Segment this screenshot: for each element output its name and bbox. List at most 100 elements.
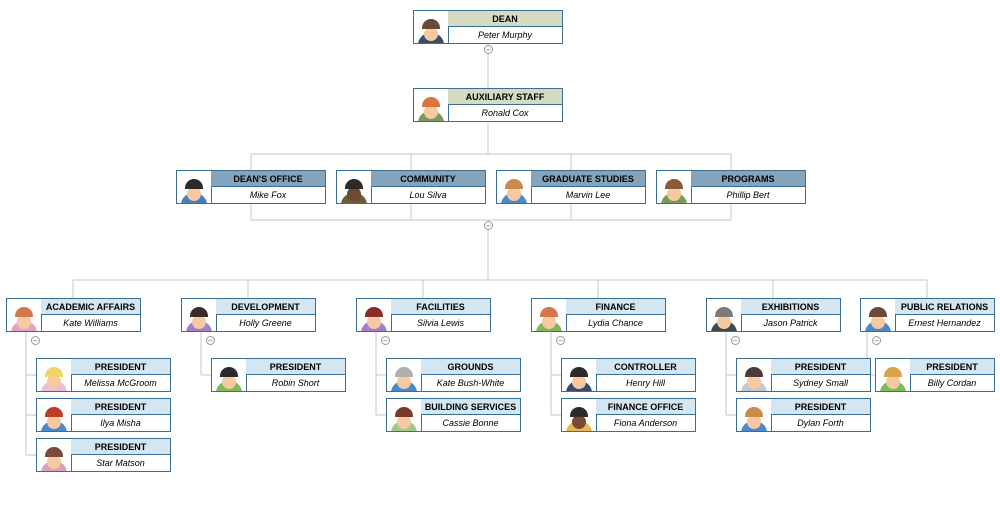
org-node-community[interactable]: COMMUNITYLou Silva xyxy=(336,170,486,204)
node-name: Lou Silva xyxy=(371,187,485,204)
avatar-icon xyxy=(212,359,247,391)
avatar-icon xyxy=(414,89,449,121)
node-text: PRESIDENTStar Matson xyxy=(71,439,170,471)
collapse-toggle[interactable]: – xyxy=(381,336,390,345)
node-text: DEANPeter Murphy xyxy=(448,11,562,43)
avatar-icon xyxy=(182,299,217,331)
node-name: Kate Williams xyxy=(41,315,140,332)
node-name: Marvin Lee xyxy=(531,187,645,204)
org-node-ac3[interactable]: PRESIDENTStar Matson xyxy=(36,438,171,472)
node-title: DEAN xyxy=(448,11,562,27)
avatar-icon xyxy=(861,299,896,331)
node-name: Fiona Anderson xyxy=(596,415,695,432)
node-title: PROGRAMS xyxy=(691,171,805,187)
node-title: PRESIDENT xyxy=(910,359,994,375)
org-node-facilities[interactable]: FACILITIESSilvia Lewis xyxy=(356,298,491,332)
org-node-pub1[interactable]: PRESIDENTBilly Cordan xyxy=(875,358,995,392)
org-node-ex1[interactable]: PRESIDENTSydney Small xyxy=(736,358,871,392)
node-name: Henry Hill xyxy=(596,375,695,392)
collapse-toggle[interactable]: – xyxy=(731,336,740,345)
node-name: Cassie Bonne xyxy=(421,415,520,432)
avatar-icon xyxy=(707,299,742,331)
node-name: Dylan Forth xyxy=(771,415,870,432)
avatar-icon xyxy=(737,399,772,431)
node-text: PUBLIC RELATIONSErnest Hernandez xyxy=(895,299,994,331)
node-text: PRESIDENTSydney Small xyxy=(771,359,870,391)
node-text: PRESIDENTBilly Cordan xyxy=(910,359,994,391)
node-title: EXHIBITIONS xyxy=(741,299,840,315)
node-title: DEVELOPMENT xyxy=(216,299,315,315)
org-node-fac2[interactable]: BUILDING SERVICESCassie Bonne xyxy=(386,398,521,432)
node-text: PROGRAMSPhillip Bert xyxy=(691,171,805,203)
node-text: FACILITIESSilvia Lewis xyxy=(391,299,490,331)
org-node-finance[interactable]: FINANCELydia Chance xyxy=(531,298,666,332)
node-name: Ronald Cox xyxy=(448,105,562,122)
collapse-toggle[interactable]: – xyxy=(872,336,881,345)
avatar-icon xyxy=(737,359,772,391)
node-title: FACILITIES xyxy=(391,299,490,315)
avatar-icon xyxy=(177,171,212,203)
avatar-icon xyxy=(337,171,372,203)
collapse-toggle[interactable]: – xyxy=(556,336,565,345)
node-text: ACADEMIC AFFAIRSKate Williams xyxy=(41,299,140,331)
avatar-icon xyxy=(387,359,422,391)
org-node-dean[interactable]: DEANPeter Murphy xyxy=(413,10,563,44)
node-title: PRESIDENT xyxy=(771,399,870,415)
avatar-icon xyxy=(876,359,911,391)
node-text: COMMUNITYLou Silva xyxy=(371,171,485,203)
node-title: PRESIDENT xyxy=(246,359,345,375)
org-node-fin2[interactable]: FINANCE OFFICEFiona Anderson xyxy=(561,398,696,432)
avatar-icon xyxy=(497,171,532,203)
node-title: CONTROLLER xyxy=(596,359,695,375)
avatar-icon xyxy=(562,359,597,391)
node-name: Billy Cordan xyxy=(910,375,994,392)
node-text: BUILDING SERVICESCassie Bonne xyxy=(421,399,520,431)
node-name: Robin Short xyxy=(246,375,345,392)
collapse-toggle[interactable]: – xyxy=(484,221,493,230)
avatar-icon xyxy=(657,171,692,203)
avatar-icon xyxy=(532,299,567,331)
collapse-toggle[interactable]: – xyxy=(484,45,493,54)
org-node-fac1[interactable]: GROUNDSKate Bush-White xyxy=(386,358,521,392)
node-name: Star Matson xyxy=(71,455,170,472)
org-node-exhibitions[interactable]: EXHIBITIONSJason Patrick xyxy=(706,298,841,332)
org-chart: – – – – – – – – DEANPeter Murphy AUXILIARY STAFFR… xyxy=(0,0,1000,506)
node-name: Phillip Bert xyxy=(691,187,805,204)
node-title: PUBLIC RELATIONS xyxy=(895,299,994,315)
org-node-gradstudies[interactable]: GRADUATE STUDIESMarvin Lee xyxy=(496,170,646,204)
org-node-ac2[interactable]: PRESIDENTIlya Misha xyxy=(36,398,171,432)
node-title: PRESIDENT xyxy=(71,439,170,455)
node-text: PRESIDENTMelissa McGroom xyxy=(71,359,170,391)
node-text: PRESIDENTIlya Misha xyxy=(71,399,170,431)
avatar-icon xyxy=(37,439,72,471)
node-title: ACADEMIC AFFAIRS xyxy=(41,299,140,315)
node-title: DEAN'S OFFICE xyxy=(211,171,325,187)
node-text: PRESIDENTRobin Short xyxy=(246,359,345,391)
node-title: FINANCE xyxy=(566,299,665,315)
node-text: FINANCE OFFICEFiona Anderson xyxy=(596,399,695,431)
org-node-academic[interactable]: ACADEMIC AFFAIRSKate Williams xyxy=(6,298,141,332)
node-title: FINANCE OFFICE xyxy=(596,399,695,415)
collapse-toggle[interactable]: – xyxy=(206,336,215,345)
org-node-dev1[interactable]: PRESIDENTRobin Short xyxy=(211,358,346,392)
node-text: GRADUATE STUDIESMarvin Lee xyxy=(531,171,645,203)
collapse-toggle[interactable]: – xyxy=(31,336,40,345)
node-name: Jason Patrick xyxy=(741,315,840,332)
org-node-deanoffice[interactable]: DEAN'S OFFICEMike Fox xyxy=(176,170,326,204)
node-name: Lydia Chance xyxy=(566,315,665,332)
org-node-fin1[interactable]: CONTROLLERHenry Hill xyxy=(561,358,696,392)
node-text: DEVELOPMENTHolly Greene xyxy=(216,299,315,331)
node-name: Ernest Hernandez xyxy=(895,315,994,332)
org-node-ex2[interactable]: PRESIDENTDylan Forth xyxy=(736,398,871,432)
avatar-icon xyxy=(37,399,72,431)
node-text: AUXILIARY STAFFRonald Cox xyxy=(448,89,562,121)
org-node-programs[interactable]: PROGRAMSPhillip Bert xyxy=(656,170,806,204)
org-node-development[interactable]: DEVELOPMENTHolly Greene xyxy=(181,298,316,332)
node-title: COMMUNITY xyxy=(371,171,485,187)
avatar-icon xyxy=(562,399,597,431)
org-node-aux[interactable]: AUXILIARY STAFFRonald Cox xyxy=(413,88,563,122)
org-node-public[interactable]: PUBLIC RELATIONSErnest Hernandez xyxy=(860,298,995,332)
node-text: DEAN'S OFFICEMike Fox xyxy=(211,171,325,203)
org-node-ac1[interactable]: PRESIDENTMelissa McGroom xyxy=(36,358,171,392)
node-name: Sydney Small xyxy=(771,375,870,392)
